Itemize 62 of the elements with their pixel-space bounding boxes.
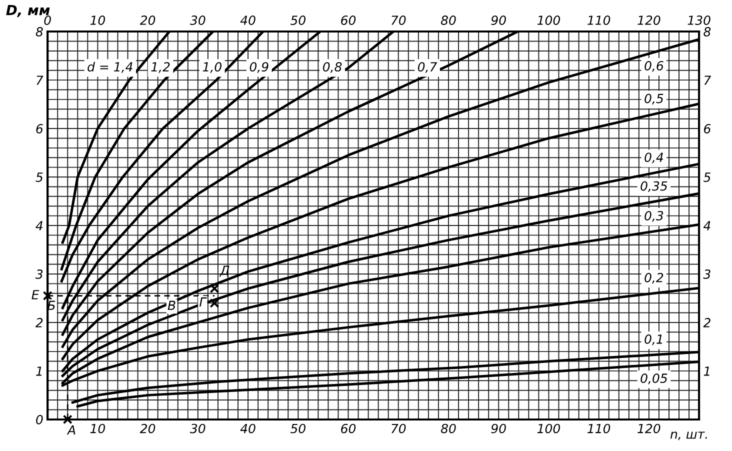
y2-tick-label: 2 <box>703 318 710 328</box>
series-label: 0,8 <box>322 62 342 73</box>
y-tick-label: 5 <box>36 172 43 182</box>
x-tick-label: 120 <box>638 424 660 434</box>
series-label: 0,1 <box>644 334 662 346</box>
y2-tick-label: 5 <box>703 172 710 182</box>
y-tick-label: 1 <box>36 366 42 376</box>
annotation: Е <box>32 290 40 300</box>
series-label: 0,4 <box>644 152 664 164</box>
series-label: 1,0 <box>202 62 222 73</box>
x-tick-label: 40 <box>240 424 256 434</box>
x2-tick-label: 50 <box>290 16 306 25</box>
annotation: Г <box>200 297 207 307</box>
y-tick-label: 6 <box>36 124 43 134</box>
x-tick-label: 80 <box>440 424 456 434</box>
series-label: d = 1,4 <box>88 62 132 73</box>
x2-tick-label: 130 <box>688 16 710 25</box>
x-tick-label: 100 <box>537 424 560 434</box>
x2-tick-label: 80 <box>440 16 456 25</box>
x2-tick-label: 120 <box>638 16 660 25</box>
series-label: 0,3 <box>644 210 664 222</box>
series-label: 0,05 <box>640 374 668 384</box>
x-tick-label: 10 <box>90 424 106 434</box>
x-tick-label: 20 <box>140 424 156 434</box>
x2-tick-label: 0 <box>44 16 51 25</box>
x-tick-label: 50 <box>290 424 306 434</box>
y2-tick-label: 7 <box>704 76 712 85</box>
x-axis-title: n, шт. <box>670 432 707 440</box>
y2-tick-label: 6 <box>704 124 711 134</box>
y-tick-label: 2 <box>36 318 43 328</box>
x2-tick-label: 40 <box>240 16 256 25</box>
series-label: 0,2 <box>644 272 664 284</box>
x-tick-label: 110 <box>588 424 610 434</box>
x2-tick-label: 60 <box>341 16 356 25</box>
x2-tick-label: 70 <box>392 16 406 25</box>
x2-tick-label: 110 <box>588 16 610 25</box>
x2-tick-label: 90 <box>491 16 506 25</box>
y-tick-label: 7 <box>36 76 44 85</box>
annotation: В <box>168 300 176 310</box>
y2-tick-label: 4 <box>703 221 710 230</box>
x2-tick-label: 20 <box>140 16 156 25</box>
x2-tick-label: 100 <box>537 16 560 25</box>
y2-tick-label: 3 <box>703 269 710 279</box>
series-label: 0,6 <box>644 60 664 72</box>
annotation: А <box>66 425 76 434</box>
y2-tick-label: 8 <box>704 27 711 36</box>
series-label: 0,9 <box>250 62 268 73</box>
series-label: 0,35 <box>640 181 668 192</box>
x-tick-label: 60 <box>341 424 356 434</box>
x2-tick-label: 30 <box>190 16 206 25</box>
series-label: 0,5 <box>644 94 664 104</box>
y-tick-label: 8 <box>36 27 43 36</box>
y2-tick-label: 1 <box>704 366 710 376</box>
series-label: 1,2 <box>151 62 170 73</box>
series-label: 0,7 <box>418 62 438 73</box>
y-tick-label: 3 <box>35 269 43 279</box>
x-tick-label: 70 <box>392 424 406 434</box>
y-tick-label: 4 <box>36 221 43 230</box>
x-tick-label: 90 <box>491 424 506 434</box>
y-tick-label: 0 <box>36 414 43 424</box>
x2-tick-label: 10 <box>90 16 106 25</box>
x-tick-label: 30 <box>190 424 206 434</box>
